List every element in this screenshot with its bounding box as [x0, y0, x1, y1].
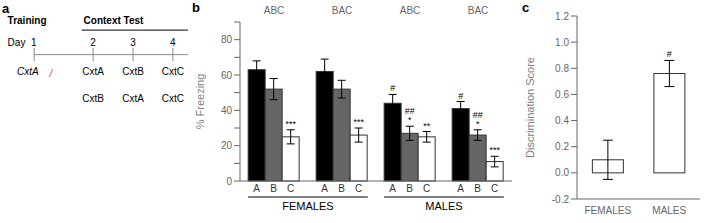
svg-text:80: 80 [221, 34, 233, 45]
svg-text:*: * [476, 119, 480, 129]
svg-text:CxtC: CxtC [162, 66, 184, 77]
svg-text:BAC: BAC [332, 5, 353, 16]
svg-text:Discrimination Score: Discrimination Score [524, 57, 536, 158]
svg-text:MALES: MALES [425, 200, 462, 212]
svg-text:##: ## [473, 110, 483, 120]
svg-text:Context Test: Context Test [84, 15, 144, 26]
svg-text:A: A [321, 183, 328, 194]
svg-text:***: *** [489, 145, 500, 155]
svg-text:B: B [406, 183, 413, 194]
svg-text:40: 40 [221, 105, 233, 116]
svg-text:***: *** [285, 119, 296, 129]
svg-text:A: A [253, 183, 260, 194]
svg-text:0.4: 0.4 [555, 115, 569, 126]
svg-text:% Freezing: % Freezing [194, 74, 206, 130]
svg-text:FEMALES: FEMALES [584, 205, 631, 216]
svg-text:*: * [408, 115, 412, 125]
html-text:b: b [192, 0, 200, 15]
svg-text:0.2: 0.2 [555, 141, 569, 152]
svg-text:CxtA: CxtA [17, 66, 39, 77]
svg-text:A: A [457, 183, 464, 194]
svg-text:B: B [474, 183, 481, 194]
svg-text:CxtC: CxtC [162, 93, 184, 104]
svg-text:C: C [287, 183, 294, 194]
svg-text:**: ** [423, 121, 431, 131]
svg-text:/: / [48, 68, 53, 79]
svg-text:ABC: ABC [264, 5, 285, 16]
svg-text:B: B [270, 183, 277, 194]
svg-text:#: # [667, 49, 672, 59]
svg-text:C: C [491, 183, 498, 194]
svg-text:C: C [355, 183, 362, 194]
svg-text:C: C [423, 183, 430, 194]
svg-text:CxtB: CxtB [82, 93, 104, 104]
svg-text:4: 4 [170, 37, 176, 48]
html-text:c: c [522, 0, 530, 15]
svg-text:A: A [389, 183, 396, 194]
svg-text:MALES: MALES [652, 205, 686, 216]
svg-text:B: B [338, 183, 345, 194]
svg-text:Day 1: Day 1 [8, 37, 37, 48]
svg-text:3: 3 [130, 37, 136, 48]
svg-text:-0.2: -0.2 [552, 194, 570, 205]
svg-text:1.0: 1.0 [555, 37, 569, 48]
svg-text:0.6: 0.6 [555, 89, 569, 100]
svg-text:Training: Training [8, 15, 47, 26]
svg-text:#: # [390, 83, 395, 93]
svg-text:60: 60 [221, 70, 233, 81]
svg-text:0.0: 0.0 [555, 167, 569, 178]
svg-text:1.2: 1.2 [555, 11, 569, 22]
svg-text:##: ## [405, 106, 415, 116]
svg-text:20: 20 [221, 140, 233, 151]
svg-text:#: # [458, 91, 463, 101]
svg-text:CxtA: CxtA [82, 66, 104, 77]
svg-text:CxtB: CxtB [122, 66, 144, 77]
svg-text:BAC: BAC [468, 5, 489, 16]
svg-text:2: 2 [90, 37, 96, 48]
svg-text:0: 0 [226, 176, 232, 187]
svg-text:ABC: ABC [400, 5, 421, 16]
svg-text:0.8: 0.8 [555, 63, 569, 74]
svg-text:CxtA: CxtA [122, 93, 144, 104]
svg-text:FEMALES: FEMALES [282, 200, 333, 212]
svg-text:***: *** [353, 117, 364, 127]
